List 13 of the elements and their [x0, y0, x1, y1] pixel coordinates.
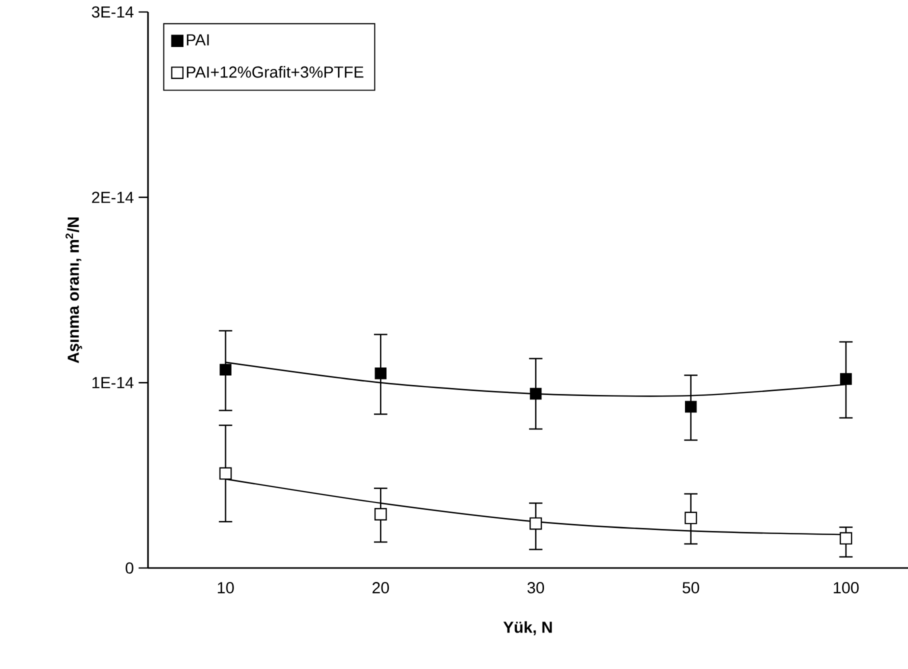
legend-label: PAI [186, 34, 209, 46]
x-tick-label: 20 [372, 582, 389, 594]
x-tick-label: 50 [682, 582, 700, 594]
y-tick-label: 1E-14 [92, 377, 134, 388]
x-tick-label: 100 [834, 582, 859, 594]
x-tick-label: 10 [218, 582, 234, 594]
y-tick-label: 0 [126, 562, 134, 574]
x-tick-label: 30 [527, 582, 544, 594]
y-tick-label: 3E-14 [92, 6, 134, 18]
y-axis-title: Aşınma oranı, m$^{2}$/N [66, 218, 82, 364]
y-tick-label: 2E-14 [92, 192, 134, 203]
x-axis-title: Yük, N [503, 621, 552, 636]
legend-label: PAI+12%Grafit+3%PTFE [186, 66, 364, 78]
